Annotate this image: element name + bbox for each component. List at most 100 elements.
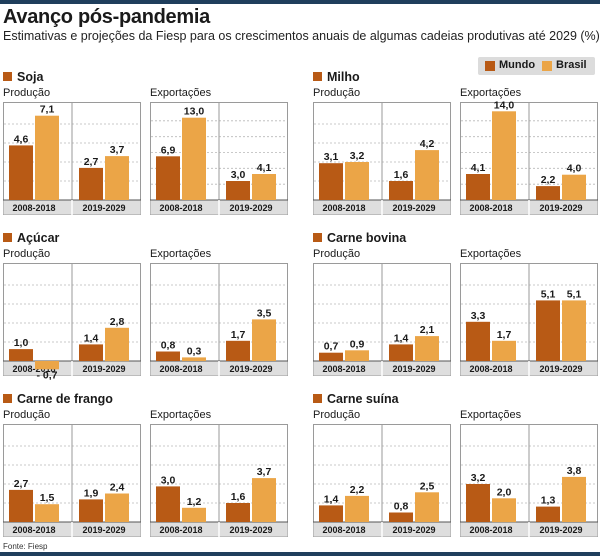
bar-brasil-2008-2018: [35, 504, 59, 522]
panel-marker: [313, 233, 322, 242]
panel-title-carne-suina: Carne suína: [313, 392, 399, 406]
source-note: Fonte: Fiesp: [3, 542, 48, 551]
category-label: 2008-2018: [159, 525, 202, 535]
bar-brasil-2008-2018: [35, 115, 59, 200]
sub-label-carne-suina-exportacoes: Exportações: [460, 409, 522, 421]
data-label-brasil-2008-2018: 7,1: [40, 104, 55, 116]
data-label-brasil-2019-2029: 5,1: [567, 288, 582, 300]
bar-brasil-2019-2029: [252, 174, 276, 200]
panel-title-carne-de-frango: Carne de frango: [3, 392, 113, 406]
panel-marker: [3, 72, 12, 81]
bar-brasil-2008-2018: [35, 361, 59, 370]
bar-mundo-2008-2018: [319, 505, 343, 522]
data-label-mundo-2008-2018: 0,8: [161, 340, 176, 352]
bar-brasil-2019-2029: [415, 150, 439, 200]
bar-brasil-2019-2029: [105, 493, 129, 522]
legend-label-mundo: Mundo: [499, 59, 536, 71]
data-label-mundo-2019-2029: 1,6: [231, 491, 246, 503]
legend: Mundo Brasil: [478, 57, 595, 75]
bar-mundo-2019-2029: [536, 506, 560, 522]
data-label-mundo-2019-2029: 3,0: [231, 169, 246, 181]
sub-label-carne-suina-producao: Produção: [313, 409, 361, 421]
data-label-brasil-2019-2029: 2,8: [110, 316, 125, 328]
data-label-brasil-2008-2018: 0,9: [350, 338, 365, 350]
data-label-brasil-2008-2018: 1,7: [497, 329, 512, 341]
sub-label-carne-bovina-producao: Produção: [313, 248, 361, 260]
category-label: 2019-2029: [392, 525, 435, 535]
panel-marker: [3, 394, 12, 403]
top-rule: [0, 0, 600, 4]
panel-title-text: Milho: [327, 70, 360, 84]
bar-mundo-2019-2029: [536, 300, 560, 361]
category-label: 2008-2018: [12, 364, 55, 374]
category-label: 2019-2029: [539, 203, 582, 213]
data-label-brasil-2019-2029: 4,0: [567, 163, 582, 175]
legend-swatch-brasil: [542, 61, 552, 71]
sub-label-milho-producao: Produção: [313, 87, 361, 99]
data-label-mundo-2019-2029: 2,2: [541, 174, 556, 186]
category-label: 2008-2018: [159, 364, 202, 374]
category-label: 2008-2018: [322, 203, 365, 213]
bar-mundo-2008-2018: [9, 145, 33, 200]
panel-title-text: Carne suína: [327, 392, 399, 406]
category-label: 2008-2018: [12, 203, 55, 213]
bar-mundo-2008-2018: [319, 163, 343, 200]
bar-brasil-2008-2018: [182, 357, 206, 361]
data-label-mundo-2008-2018: 6,9: [161, 144, 176, 156]
legend-label-brasil: Brasil: [556, 59, 587, 71]
bar-mundo-2019-2029: [226, 340, 250, 361]
panel-title-carne-bovina: Carne bovina: [313, 231, 406, 245]
category-label: 2019-2029: [82, 364, 125, 374]
bar-mundo-2019-2029: [226, 503, 250, 522]
bar-mundo-2008-2018: [9, 349, 33, 361]
data-label-mundo-2008-2018: 3,0: [161, 474, 176, 486]
bar-mundo-2008-2018: [466, 321, 490, 361]
chart-subtitle: Estimativas e projeções da Fiesp para os…: [3, 29, 600, 43]
data-label-brasil-2008-2018: - 0,7: [36, 369, 57, 381]
bar-mundo-2008-2018: [319, 352, 343, 361]
data-label-brasil-2019-2029: 3,8: [567, 465, 582, 477]
data-label-mundo-2008-2018: 3,3: [471, 310, 486, 322]
category-label: 2019-2029: [82, 203, 125, 213]
bar-brasil-2008-2018: [492, 340, 516, 361]
bar-mundo-2019-2029: [389, 181, 413, 200]
chart-title: Avanço pós-pandemia: [3, 6, 210, 28]
panel-title-text: Açúcar: [17, 231, 60, 245]
data-label-brasil-2008-2018: 13,0: [184, 106, 205, 118]
bar-brasil-2019-2029: [105, 327, 129, 362]
sub-label-acucar-producao: Produção: [3, 248, 51, 260]
bar-mundo-2019-2029: [536, 186, 560, 200]
sub-label-carne-de-frango-exportacoes: Exportações: [150, 409, 212, 421]
legend-swatch-mundo: [485, 61, 495, 71]
panel-marker: [313, 72, 322, 81]
data-label-brasil-2019-2029: 2,5: [420, 480, 435, 492]
data-label-brasil-2008-2018: 3,2: [350, 150, 365, 162]
category-label: 2019-2029: [229, 203, 272, 213]
data-label-mundo-2019-2029: 0,8: [394, 501, 409, 513]
data-label-mundo-2019-2029: 1,7: [231, 329, 246, 341]
data-label-brasil-2008-2018: 1,5: [40, 492, 55, 504]
data-label-brasil-2008-2018: 2,0: [497, 486, 512, 498]
data-label-mundo-2019-2029: 2,7: [84, 156, 99, 168]
bar-mundo-2008-2018: [156, 156, 180, 200]
panel-title-text: Carne de frango: [17, 392, 113, 406]
data-label-mundo-2019-2029: 1,6: [394, 169, 409, 181]
data-label-mundo-2019-2029: 1,4: [394, 332, 409, 344]
bar-mundo-2008-2018: [9, 489, 33, 522]
data-label-brasil-2008-2018: 2,2: [350, 484, 365, 496]
data-label-mundo-2019-2029: 1,9: [84, 487, 99, 499]
bar-brasil-2008-2018: [492, 111, 516, 200]
sub-label-soja-exportacoes: Exportações: [150, 87, 212, 99]
bar-brasil-2019-2029: [252, 478, 276, 522]
bar-mundo-2008-2018: [156, 351, 180, 361]
data-label-mundo-2008-2018: 1,0: [14, 337, 29, 349]
bar-brasil-2019-2029: [562, 174, 586, 200]
data-label-brasil-2019-2029: 2,1: [420, 324, 435, 336]
data-label-brasil-2008-2018: 0,3: [187, 345, 202, 357]
data-label-mundo-2008-2018: 4,6: [14, 133, 29, 145]
data-label-brasil-2019-2029: 3,7: [257, 466, 272, 478]
sub-label-carne-de-frango-producao: Produção: [3, 409, 51, 421]
bar-mundo-2008-2018: [466, 484, 490, 522]
data-label-mundo-2008-2018: 2,7: [14, 478, 29, 490]
